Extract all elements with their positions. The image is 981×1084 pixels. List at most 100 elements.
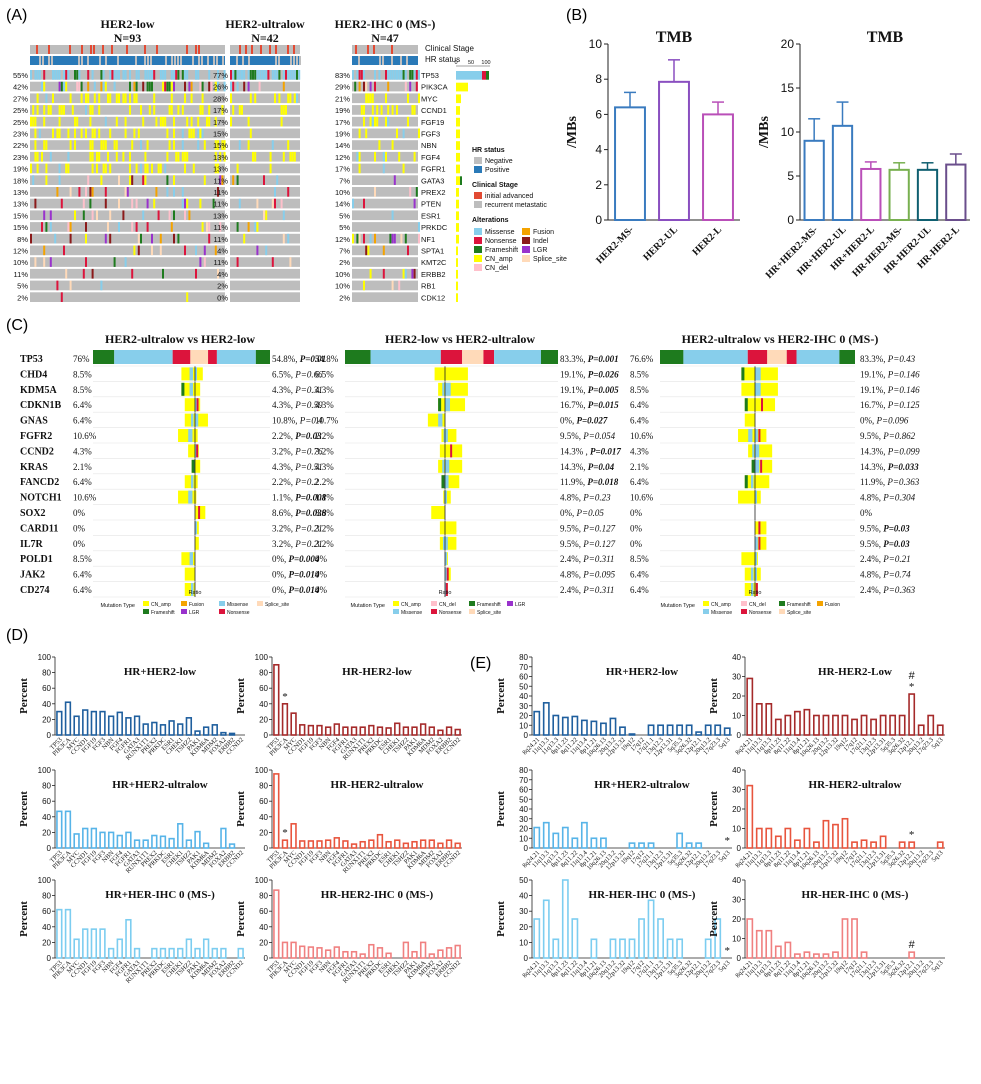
mutation-cell xyxy=(391,233,394,244)
mutation-cell xyxy=(358,151,361,162)
mutation-cell xyxy=(89,198,92,209)
mutation-cell xyxy=(203,245,206,256)
ratio-bar-right xyxy=(196,444,199,458)
freq-label: 13% xyxy=(213,211,228,220)
legend-label: Frameshift xyxy=(151,610,175,616)
mutation-cell xyxy=(153,93,156,104)
mutation-cell xyxy=(140,163,142,174)
y-tick-label: 30 xyxy=(519,815,528,824)
mutation-cell xyxy=(363,233,365,244)
ratio-bar-right xyxy=(445,444,463,458)
stage-cell xyxy=(373,45,375,54)
mutation-cell xyxy=(376,116,379,127)
gene-label: CDKN1B xyxy=(20,400,61,411)
y-tick-label: 30 xyxy=(732,786,741,795)
mutation-cell xyxy=(82,268,85,279)
mutation-cell xyxy=(49,210,52,221)
legend-swatch xyxy=(257,601,263,606)
mutation-cell xyxy=(199,81,202,92)
mutation-cell xyxy=(413,198,416,209)
legend-swatch xyxy=(779,601,785,606)
gene-label: FGFR1 xyxy=(421,165,446,174)
legend-label: Missense xyxy=(227,602,248,608)
y-tick-label: 50 xyxy=(519,795,528,804)
ratio-bar-right xyxy=(445,583,448,596)
bar xyxy=(860,839,868,849)
bar xyxy=(202,938,210,959)
legend-label: LGR xyxy=(515,602,526,608)
mutation-cell xyxy=(369,81,372,92)
ratio-bar-right xyxy=(445,536,448,550)
y-tick-label: 0 xyxy=(524,844,529,853)
bar xyxy=(533,918,541,959)
category-label: HER2-UL xyxy=(641,224,680,263)
bar xyxy=(237,947,244,959)
mutation-cell xyxy=(382,268,385,279)
bar xyxy=(342,726,349,736)
gene-label: FGF4 xyxy=(421,153,440,162)
freq-label: 14% xyxy=(335,200,350,209)
legend-label: recurrent metastatic xyxy=(485,202,547,209)
p-value: P=0.127 xyxy=(582,539,615,549)
mutation-cell xyxy=(131,140,134,150)
bar xyxy=(590,720,598,736)
significance-mark: * xyxy=(724,835,730,847)
mutation-cell xyxy=(190,81,193,92)
mutation-cell xyxy=(184,163,186,174)
gene-label: MYC xyxy=(421,94,438,103)
mutation-cell xyxy=(199,128,202,139)
bar xyxy=(609,717,617,736)
stage-cell xyxy=(245,45,247,54)
mutation-cell xyxy=(118,175,120,185)
bar xyxy=(385,727,392,736)
p-value: P=0.311 xyxy=(582,585,614,595)
hr-cell xyxy=(99,56,101,65)
mutation-cell xyxy=(260,70,263,80)
mutation-cell xyxy=(173,210,175,221)
right-stat: 0%, P=0.004 xyxy=(272,554,320,564)
mutation-cell xyxy=(135,70,138,80)
mutation-cell xyxy=(124,116,127,127)
ratio-bar-right xyxy=(195,521,197,535)
mutation-cell xyxy=(219,222,222,232)
ratio-bar-left xyxy=(442,382,445,396)
bar xyxy=(571,715,579,736)
mutation-cell xyxy=(43,140,46,150)
matrix-row xyxy=(30,292,225,302)
mutation-cell xyxy=(296,93,298,104)
mutation-cell xyxy=(365,245,368,256)
gene-label: RB1 xyxy=(421,282,436,291)
mutation-cell xyxy=(36,93,39,104)
y-tick-label: 10 xyxy=(519,938,528,947)
mutation-cell xyxy=(102,70,105,80)
mutation-cell xyxy=(289,151,292,162)
mutation-cell xyxy=(144,151,147,162)
mutation-cell xyxy=(382,163,385,174)
mutation-cell xyxy=(371,93,374,104)
legend-label: CN_del xyxy=(749,602,766,608)
mutation-cell xyxy=(67,222,70,232)
ratio-bar-left xyxy=(438,413,443,427)
y-label: Percent xyxy=(235,678,247,714)
hr-cell xyxy=(180,56,182,65)
mutation-cell xyxy=(223,151,226,162)
legend-title: HR status xyxy=(472,147,505,154)
mutation-cell xyxy=(56,187,59,197)
mutation-cell xyxy=(45,163,48,174)
bar xyxy=(350,726,358,736)
panel-e-cytoband-bars: 01020304050607080HR+HER2-lowPercent8q24.… xyxy=(495,653,945,982)
mutation-cell xyxy=(131,268,134,279)
p-value: P=0.125 xyxy=(887,400,920,410)
hr-cell xyxy=(51,56,53,65)
subplot-title: HR-HER-IHC 0 (MS-) xyxy=(589,889,696,901)
matrix-row xyxy=(30,233,225,244)
bar xyxy=(419,723,427,736)
left-freq: 3.2% xyxy=(315,446,334,456)
matrix-row xyxy=(30,268,225,279)
hr-cell xyxy=(299,56,301,65)
p-value: P=0.03 xyxy=(883,523,910,533)
tp53-segment xyxy=(114,350,173,364)
ratio-bar-right xyxy=(755,459,760,473)
mutation-cell xyxy=(389,70,392,80)
y-tick-label: 8 xyxy=(595,72,602,86)
